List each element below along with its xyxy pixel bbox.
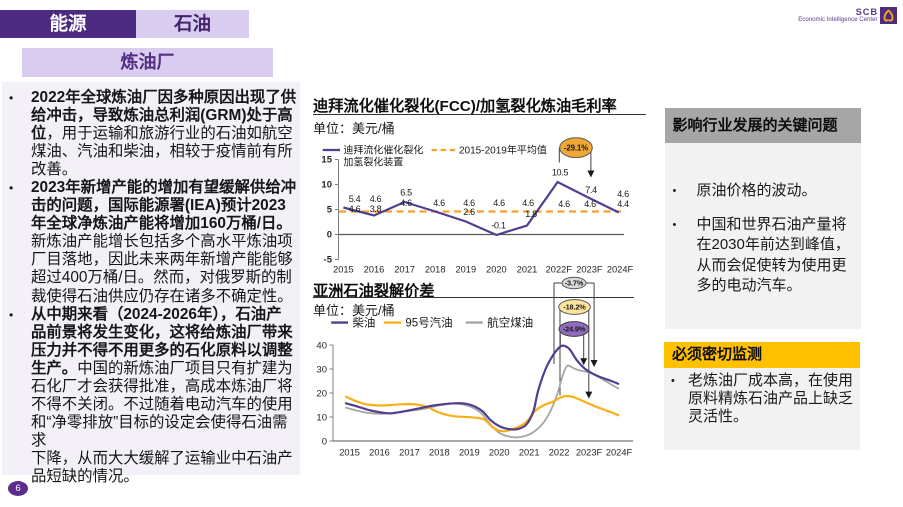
svg-text:30: 30: [316, 364, 327, 375]
svg-text:5.4: 5.4: [349, 194, 361, 204]
svg-text:2015: 2015: [339, 448, 360, 458]
svg-text:4.6: 4.6: [349, 204, 361, 214]
svg-text:加氢裂化装置: 加氢裂化装置: [343, 156, 403, 169]
svg-text:4.6: 4.6: [493, 198, 505, 208]
svg-text:40: 40: [316, 340, 327, 351]
svg-text:2017: 2017: [394, 265, 415, 275]
svg-text:4.6: 4.6: [558, 199, 570, 209]
svg-text:4.6: 4.6: [584, 199, 596, 209]
svg-text:2017: 2017: [399, 448, 420, 458]
svg-text:4.6: 4.6: [522, 198, 534, 208]
svg-text:2016: 2016: [364, 265, 385, 275]
svg-text:0: 0: [322, 436, 327, 447]
svg-text:6.5: 6.5: [400, 188, 412, 198]
svg-text:-5: -5: [324, 255, 333, 266]
svg-text:2020: 2020: [489, 448, 510, 458]
svg-text:1.8: 1.8: [525, 209, 537, 219]
svg-text:2022F: 2022F: [546, 265, 573, 275]
svg-text:5: 5: [327, 205, 333, 216]
svg-text:10.5: 10.5: [552, 168, 569, 178]
svg-text:4.6: 4.6: [433, 198, 445, 208]
svg-text:2020: 2020: [486, 265, 507, 275]
svg-text:-0.1: -0.1: [491, 221, 506, 231]
svg-text:2024F: 2024F: [606, 448, 633, 458]
svg-text:10: 10: [316, 412, 327, 423]
svg-text:0: 0: [327, 230, 332, 241]
svg-text:2018: 2018: [425, 265, 446, 275]
svg-text:2015-2019年平均值: 2015-2019年平均值: [459, 144, 547, 157]
svg-text:20: 20: [316, 388, 327, 399]
svg-text:4.4: 4.4: [617, 199, 629, 209]
svg-text:2015: 2015: [333, 265, 354, 275]
svg-text:-18.2%: -18.2%: [563, 303, 586, 312]
svg-text:-3.7%: -3.7%: [565, 279, 584, 288]
svg-text:95号汽油: 95号汽油: [405, 316, 452, 330]
svg-text:2018: 2018: [429, 448, 450, 458]
svg-text:2023F: 2023F: [576, 265, 603, 275]
svg-text:2019: 2019: [455, 265, 476, 275]
svg-text:10: 10: [321, 180, 332, 191]
svg-text:2.6: 2.6: [463, 207, 475, 217]
svg-text:2021: 2021: [517, 265, 538, 275]
svg-text:2016: 2016: [369, 448, 390, 458]
svg-text:7.4: 7.4: [585, 185, 597, 195]
svg-text:4.6: 4.6: [370, 194, 382, 204]
svg-text:2021: 2021: [519, 448, 540, 458]
svg-text:2022: 2022: [549, 448, 570, 458]
svg-text:4.6: 4.6: [617, 189, 629, 199]
svg-text:3.8: 3.8: [370, 204, 382, 214]
svg-text:4.6: 4.6: [463, 198, 475, 208]
svg-text:2023F: 2023F: [576, 448, 603, 458]
svg-text:2019: 2019: [459, 448, 480, 458]
svg-text:迪拜流化催化裂化: 迪拜流化催化裂化: [343, 144, 423, 157]
svg-text:-24.9%: -24.9%: [563, 325, 586, 334]
svg-text:2024F: 2024F: [607, 265, 634, 275]
svg-text:4.6: 4.6: [400, 198, 412, 208]
svg-text:15: 15: [321, 155, 332, 166]
svg-text:柴油: 柴油: [352, 316, 375, 330]
svg-text:-29.1%: -29.1%: [564, 144, 588, 153]
svg-text:航空煤油: 航空煤油: [487, 316, 533, 330]
